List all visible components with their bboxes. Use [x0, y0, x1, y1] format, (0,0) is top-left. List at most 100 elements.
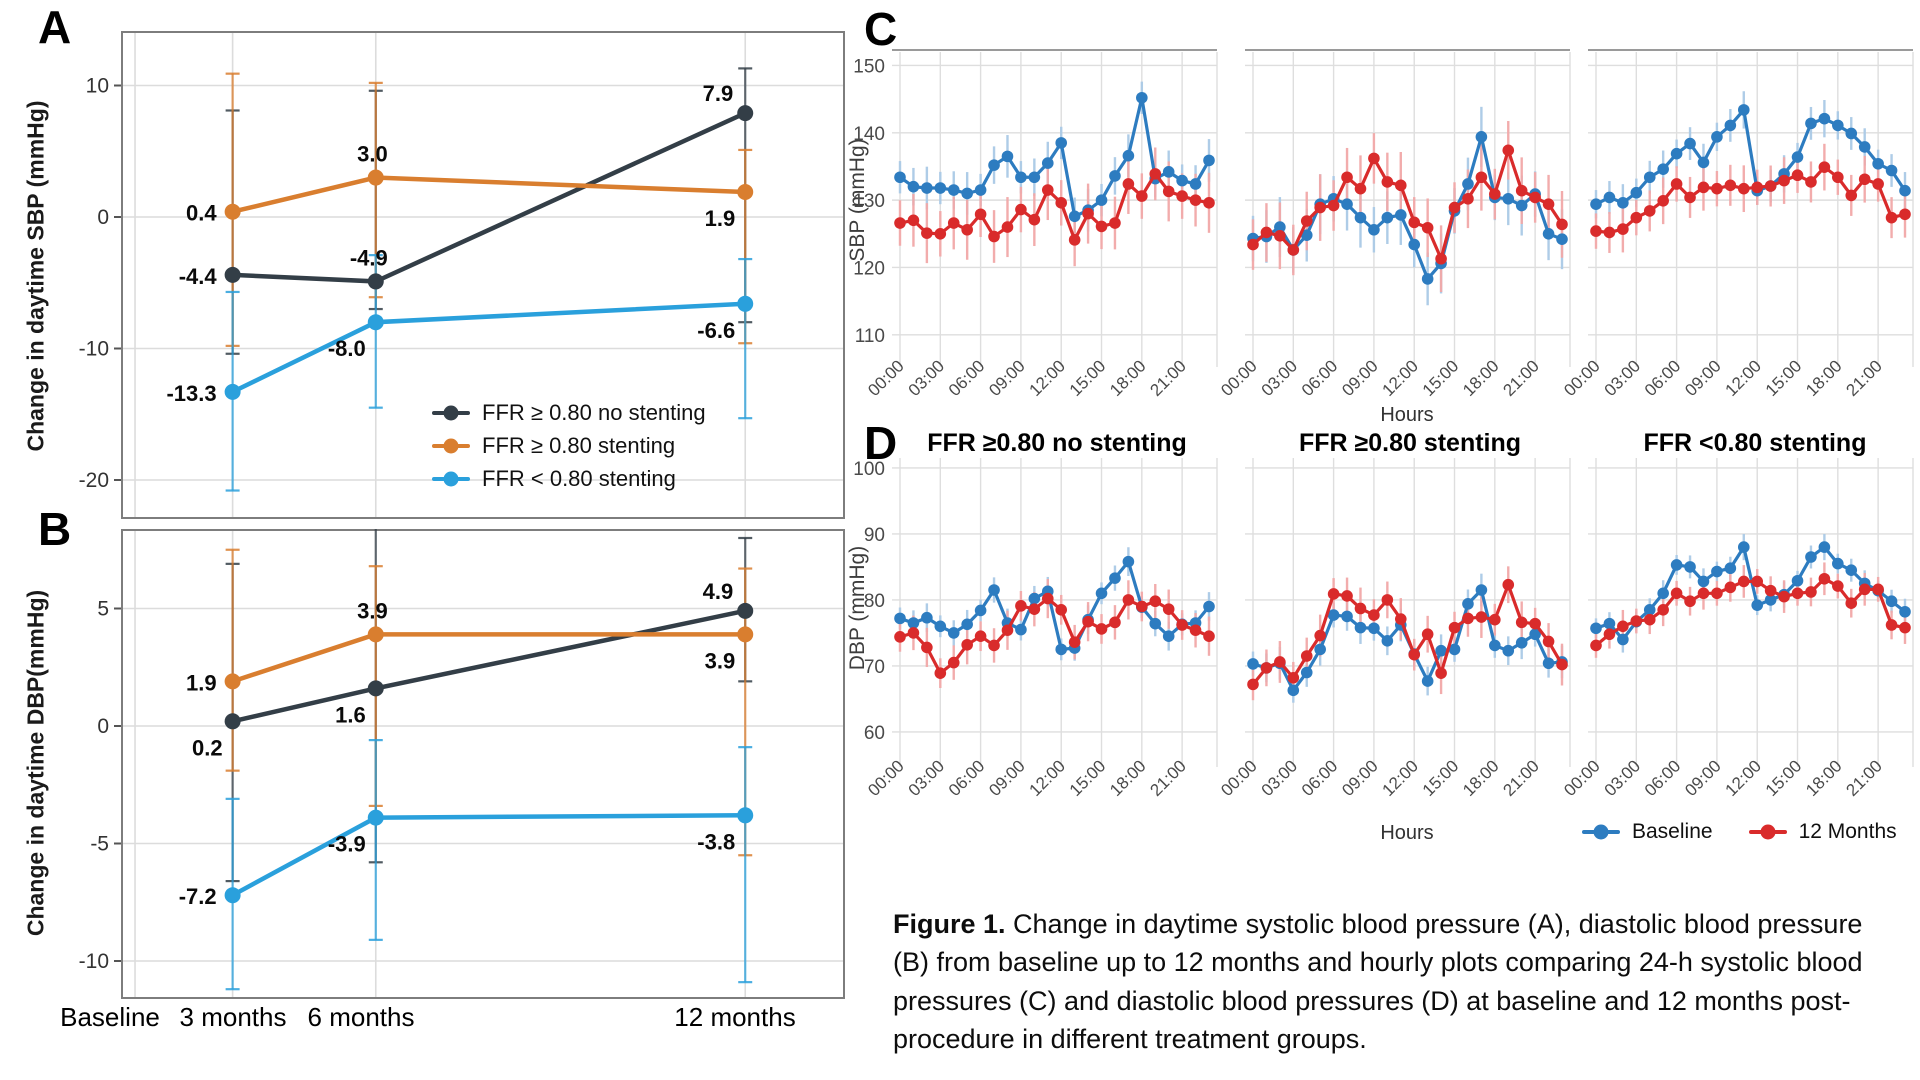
- panel-d-letter: D: [864, 417, 898, 469]
- svg-text:15:00: 15:00: [1419, 756, 1463, 800]
- svg-text:-3.8: -3.8: [697, 829, 735, 854]
- line-dot-marker-icon: [432, 476, 470, 482]
- line-dot-marker-icon: [432, 410, 470, 416]
- svg-text:12:00: 12:00: [1722, 356, 1766, 400]
- caption-prefix: Figure 1.: [893, 909, 1006, 939]
- svg-text:12:00: 12:00: [1379, 356, 1423, 400]
- svg-text:0: 0: [97, 715, 109, 738]
- svg-text:00:00: 00:00: [864, 756, 908, 800]
- svg-text:00:00: 00:00: [1560, 356, 1604, 400]
- svg-text:80: 80: [864, 591, 885, 612]
- svg-text:09:00: 09:00: [1681, 356, 1725, 400]
- svg-text:3.0: 3.0: [357, 142, 388, 167]
- x-tick-12-months: 12 months: [674, 1002, 796, 1032]
- legend-label: FFR ≥ 0.80 no stenting: [482, 400, 706, 425]
- svg-text:21:00: 21:00: [1842, 756, 1886, 800]
- legend-label: Baseline: [1632, 820, 1713, 843]
- legend-item-no-stenting: FFR ≥ 0.80 no stenting: [432, 400, 706, 426]
- line-dot-marker-icon: [1748, 829, 1787, 835]
- x-tick-3-months: 3 months: [179, 1002, 287, 1032]
- legend-item-baseline: Baseline: [1582, 820, 1713, 844]
- svg-text:1.9: 1.9: [186, 670, 217, 695]
- svg-text:18:00: 18:00: [1802, 356, 1846, 400]
- caption-text: Change in daytime systolic blood pressur…: [893, 909, 1863, 1054]
- line-dot-marker-icon: [432, 443, 470, 449]
- svg-text:06:00: 06:00: [945, 356, 989, 400]
- panel-c-chart: 150 140 130 120 110 00:00 03:00 06:00 09:00 12:00…: [845, 35, 1920, 435]
- svg-text:-10: -10: [79, 338, 109, 361]
- svg-text:4.9: 4.9: [703, 579, 734, 604]
- panel-a-ylabel: Change in daytime SBP (mmHg): [22, 100, 49, 452]
- svg-text:130: 130: [853, 191, 885, 212]
- svg-text:-10: -10: [79, 950, 109, 973]
- svg-text:00:00: 00:00: [1217, 756, 1261, 800]
- svg-text:-20: -20: [79, 469, 109, 492]
- legend-item-stenting-lt: FFR < 0.80 stenting: [432, 466, 706, 492]
- svg-text:1.9: 1.9: [705, 206, 736, 231]
- svg-text:03:00: 03:00: [1601, 356, 1645, 400]
- svg-text:06:00: 06:00: [1641, 356, 1685, 400]
- line-dot-marker-icon: [1582, 829, 1620, 835]
- svg-text:5: 5: [97, 598, 109, 621]
- svg-text:-8.0: -8.0: [328, 336, 366, 361]
- svg-text:15:00: 15:00: [1419, 356, 1463, 400]
- svg-text:00:00: 00:00: [1217, 356, 1261, 400]
- subplot-title-stenting-ge: FFR ≥0.80 stenting: [1298, 429, 1522, 457]
- panel-a-letter: A: [38, 1, 72, 53]
- x-tick-baseline: Baseline: [60, 1002, 160, 1032]
- panel-a-chart: 10 0 -10 -20 -4.4 -4.9 7.9 0.4 3.0 1.9 -13.3 -8.0 -6…: [78, 31, 845, 524]
- svg-text:-13.3: -13.3: [166, 381, 216, 406]
- svg-text:06:00: 06:00: [945, 756, 989, 800]
- svg-text:12:00: 12:00: [1379, 756, 1423, 800]
- svg-text:-4.4: -4.4: [179, 264, 218, 289]
- svg-text:21:00: 21:00: [1499, 356, 1543, 400]
- svg-text:03:00: 03:00: [905, 356, 949, 400]
- svg-text:100: 100: [853, 459, 885, 480]
- panel-d-xlabel: Hours: [1380, 822, 1434, 844]
- svg-text:03:00: 03:00: [1258, 756, 1302, 800]
- svg-text:21:00: 21:00: [1146, 356, 1190, 400]
- svg-text:1.6: 1.6: [335, 702, 366, 727]
- panel-c-letter: C: [864, 3, 898, 55]
- legend-label: 12 Months: [1798, 820, 1897, 843]
- svg-text:0.4: 0.4: [186, 201, 217, 226]
- svg-text:21:00: 21:00: [1146, 756, 1190, 800]
- legend-item-12-months: 12 Months: [1748, 820, 1897, 844]
- legend-item-stenting-ge: FFR ≥ 0.80 stenting: [432, 433, 706, 459]
- legend-label: FFR < 0.80 stenting: [482, 466, 676, 491]
- svg-text:18:00: 18:00: [1106, 756, 1150, 800]
- svg-text:0: 0: [97, 206, 109, 229]
- svg-text:18:00: 18:00: [1459, 356, 1503, 400]
- svg-text:03:00: 03:00: [905, 756, 949, 800]
- svg-text:12:00: 12:00: [1026, 356, 1070, 400]
- svg-text:150: 150: [853, 56, 885, 77]
- svg-text:12:00: 12:00: [1722, 756, 1766, 800]
- panel-a-legend: FFR ≥ 0.80 no stenting FFR ≥ 0.80 stenti…: [432, 400, 706, 492]
- svg-text:09:00: 09:00: [985, 756, 1029, 800]
- svg-text:09:00: 09:00: [1681, 756, 1725, 800]
- subplot-title-stenting-lt: FFR <0.80 stenting: [1643, 429, 1867, 457]
- svg-text:70: 70: [864, 657, 885, 678]
- panel-d-chart: 100 90 80 70 60 00:00 03:00 06:00 09:00 12:00 15:0…: [845, 455, 1920, 850]
- svg-text:15:00: 15:00: [1762, 356, 1806, 400]
- svg-text:09:00: 09:00: [1338, 756, 1382, 800]
- svg-text:18:00: 18:00: [1106, 356, 1150, 400]
- svg-text:15:00: 15:00: [1066, 356, 1110, 400]
- svg-text:09:00: 09:00: [985, 356, 1029, 400]
- svg-text:60: 60: [864, 723, 885, 744]
- svg-text:00:00: 00:00: [1560, 756, 1604, 800]
- figure-caption: Figure 1. Change in daytime systolic blo…: [893, 905, 1905, 1058]
- svg-text:0.2: 0.2: [192, 735, 223, 760]
- svg-text:140: 140: [853, 124, 885, 145]
- svg-text:21:00: 21:00: [1499, 756, 1543, 800]
- panel-b-letter: B: [38, 503, 72, 555]
- svg-text:21:00: 21:00: [1842, 356, 1886, 400]
- legend-label: FFR ≥ 0.80 stenting: [482, 433, 676, 458]
- svg-text:3.9: 3.9: [357, 598, 388, 623]
- cd-legend: Baseline 12 Months: [1582, 820, 1897, 844]
- svg-text:15:00: 15:00: [1066, 756, 1110, 800]
- svg-text:18:00: 18:00: [1459, 756, 1503, 800]
- svg-text:06:00: 06:00: [1298, 356, 1342, 400]
- panel-b-ylabel: Change in daytime DBP(mmHg): [22, 589, 49, 937]
